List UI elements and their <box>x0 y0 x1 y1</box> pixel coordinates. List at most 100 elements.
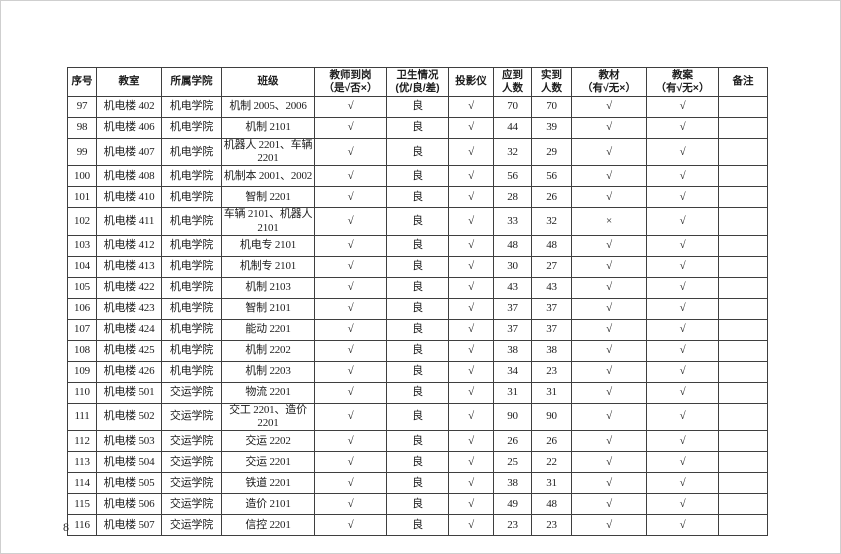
cell-room: 机电楼 504 <box>96 451 162 474</box>
cell-remark <box>718 493 768 516</box>
cell-textbook: √ <box>571 339 647 362</box>
cell-plan: √ <box>646 207 719 236</box>
column-header-label: 备注 <box>732 75 754 88</box>
cell-remark <box>718 472 768 495</box>
column-header-room: 教室 <box>96 67 162 97</box>
cell-projector: √ <box>448 339 494 362</box>
cell-actual: 38 <box>531 339 572 362</box>
table-row: 105 机电楼 422 机电学院 机制 2103 √ 良 √ 43 43 √ √ <box>67 276 768 299</box>
cell-class: 机器人 2201、车辆 2201 <box>221 137 315 167</box>
column-header-label: 班级 <box>257 75 279 88</box>
cell-room: 机电楼 501 <box>96 381 162 404</box>
cell-remark <box>718 339 768 362</box>
column-header-sublabel: （有√无×） <box>655 82 710 94</box>
cell-hygiene: 良 <box>386 96 449 118</box>
cell-remark <box>718 137 768 167</box>
cell-college: 机电学院 <box>161 276 222 299</box>
cell-room: 机电楼 413 <box>96 255 162 278</box>
column-header-label: 所属学院 <box>170 75 213 88</box>
cell-projector: √ <box>448 493 494 516</box>
cell-class: 机制 2203 <box>221 360 315 383</box>
column-header-label: 应到 <box>502 68 523 81</box>
cell-projector: √ <box>448 451 494 474</box>
cell-hygiene: 良 <box>386 430 449 453</box>
table-row: 109 机电楼 426 机电学院 机制 2203 √ 良 √ 34 23 √ √ <box>67 360 768 383</box>
table-row: 97 机电楼 402 机电学院 机制 2005、2006 √ 良 √ 70 70 √ √ <box>67 96 768 118</box>
cell-plan: √ <box>646 318 719 341</box>
cell-plan: √ <box>646 137 719 167</box>
cell-textbook: √ <box>571 137 647 167</box>
cell-college: 机电学院 <box>161 360 222 383</box>
cell-hygiene: 良 <box>386 207 449 236</box>
cell-plan: √ <box>646 117 719 139</box>
cell-hygiene: 良 <box>386 234 449 257</box>
table-row: 101 机电楼 410 机电学院 智制 2201 √ 良 √ 28 26 √ √ <box>67 186 768 209</box>
cell-remark <box>718 117 768 139</box>
cell-projector: √ <box>448 117 494 139</box>
cell-teacher: √ <box>314 514 387 537</box>
cell-college: 机电学院 <box>161 137 222 167</box>
cell-actual: 23 <box>531 514 572 537</box>
cell-hygiene: 良 <box>386 318 449 341</box>
cell-projector: √ <box>448 360 494 383</box>
cell-teacher: √ <box>314 430 387 453</box>
cell-no: 116 <box>67 514 97 537</box>
cell-remark <box>718 165 768 188</box>
cell-class: 机制专 2101 <box>221 255 315 278</box>
cell-college: 机电学院 <box>161 234 222 257</box>
cell-room: 机电楼 502 <box>96 402 162 432</box>
table-row: 107 机电楼 424 机电学院 能动 2201 √ 良 √ 37 37 √ √ <box>67 318 768 341</box>
cell-class: 机电专 2101 <box>221 234 315 257</box>
cell-college: 机电学院 <box>161 339 222 362</box>
cell-remark <box>718 186 768 209</box>
cell-room: 机电楼 411 <box>96 207 162 236</box>
cell-projector: √ <box>448 430 494 453</box>
cell-room: 机电楼 412 <box>96 234 162 257</box>
cell-remark <box>718 276 768 299</box>
cell-projector: √ <box>448 318 494 341</box>
cell-room: 机电楼 407 <box>96 137 162 167</box>
column-header-college: 所属学院 <box>161 67 222 97</box>
cell-hygiene: 良 <box>386 402 449 432</box>
cell-projector: √ <box>448 137 494 167</box>
cell-no: 114 <box>67 472 97 495</box>
cell-no: 111 <box>67 402 97 432</box>
cell-actual: 23 <box>531 360 572 383</box>
cell-actual: 31 <box>531 472 572 495</box>
cell-room: 机电楼 406 <box>96 117 162 139</box>
cell-expected: 37 <box>493 297 532 320</box>
cell-college: 交运学院 <box>161 430 222 453</box>
column-header-label: 教材 <box>598 68 620 81</box>
table-header-row: 序号 教室 所属学院 班级 教师到岗 （是√否×） 卫生情况 (优/良/差) 投影仪 应到 人数 实到… <box>67 67 768 97</box>
column-header-label: 实到 <box>541 68 562 81</box>
classroom-inspection-table: 序号 教室 所属学院 班级 教师到岗 （是√否×） 卫生情况 (优/良/差) 投影仪 应到 人数 实到… <box>67 67 768 537</box>
page-number: 8 <box>63 520 69 534</box>
cell-plan: √ <box>646 234 719 257</box>
cell-no: 112 <box>67 430 97 453</box>
cell-teacher: √ <box>314 117 387 139</box>
cell-room: 机电楼 422 <box>96 276 162 299</box>
cell-hygiene: 良 <box>386 255 449 278</box>
cell-room: 机电楼 507 <box>96 514 162 537</box>
cell-plan: √ <box>646 514 719 537</box>
cell-actual: 39 <box>531 117 572 139</box>
table-row: 115 机电楼 506 交运学院 造价 2101 √ 良 √ 49 48 √ √ <box>67 493 768 516</box>
cell-no: 102 <box>67 207 97 236</box>
cell-room: 机电楼 402 <box>96 96 162 118</box>
cell-remark <box>718 451 768 474</box>
cell-plan: √ <box>646 381 719 404</box>
cell-plan: √ <box>646 276 719 299</box>
cell-class: 交工 2201、造价 2201 <box>221 402 315 432</box>
column-header-textbook: 教材 （有√无×） <box>571 67 647 97</box>
cell-hygiene: 良 <box>386 514 449 537</box>
cell-plan: √ <box>646 451 719 474</box>
cell-actual: 32 <box>531 207 572 236</box>
column-header-label: 教案 <box>672 68 693 81</box>
cell-no: 98 <box>67 117 97 139</box>
cell-textbook: √ <box>571 297 647 320</box>
cell-expected: 90 <box>493 402 532 432</box>
cell-hygiene: 良 <box>386 472 449 495</box>
cell-plan: √ <box>646 472 719 495</box>
column-header-sublabel: （有√无×） <box>582 82 636 94</box>
